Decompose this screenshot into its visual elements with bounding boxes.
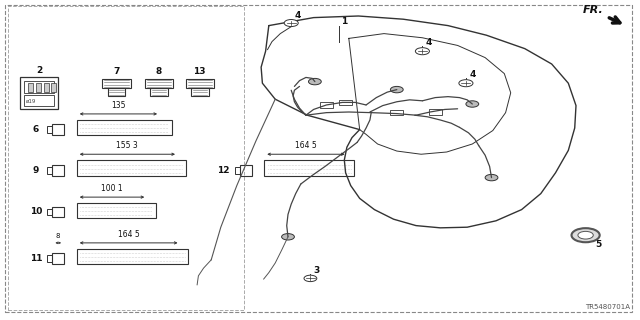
Circle shape — [284, 20, 298, 27]
Circle shape — [572, 228, 600, 242]
Text: 4: 4 — [294, 11, 301, 20]
Bar — [191, 88, 209, 96]
Bar — [390, 110, 403, 115]
Bar — [52, 207, 64, 217]
Bar — [47, 126, 52, 133]
Bar — [320, 102, 333, 108]
Text: 9: 9 — [33, 166, 39, 175]
Bar — [52, 124, 64, 135]
Bar — [24, 81, 54, 93]
Bar — [47, 255, 52, 262]
Bar — [51, 83, 56, 92]
Bar — [24, 95, 54, 106]
Circle shape — [459, 80, 473, 87]
Circle shape — [304, 275, 317, 282]
Text: 10: 10 — [29, 207, 42, 216]
Text: 155 3: 155 3 — [116, 141, 138, 150]
Text: 164 5: 164 5 — [295, 141, 317, 150]
Bar — [77, 203, 156, 218]
Circle shape — [578, 231, 593, 239]
Bar — [235, 167, 240, 173]
Bar — [240, 164, 252, 176]
Bar — [77, 249, 188, 264]
Text: 11: 11 — [29, 254, 42, 263]
Text: 8: 8 — [56, 233, 61, 239]
Text: 4: 4 — [469, 70, 476, 79]
Text: 13: 13 — [193, 67, 206, 76]
Bar — [52, 164, 64, 176]
Circle shape — [390, 86, 403, 93]
Bar — [77, 120, 172, 135]
Bar — [108, 88, 125, 96]
Text: 12: 12 — [217, 166, 230, 175]
Text: ø19: ø19 — [26, 99, 36, 104]
Circle shape — [415, 48, 429, 55]
Text: FR.: FR. — [582, 5, 603, 15]
Bar — [8, 6, 244, 310]
Bar — [102, 79, 131, 88]
Bar — [77, 160, 186, 176]
Bar — [339, 100, 352, 105]
Text: 100 1: 100 1 — [101, 184, 123, 193]
Circle shape — [282, 234, 294, 240]
Bar — [47, 167, 52, 173]
Text: 164 5: 164 5 — [118, 230, 140, 239]
Text: 8: 8 — [156, 67, 162, 76]
Circle shape — [485, 174, 498, 181]
Text: 4: 4 — [426, 38, 432, 47]
Bar — [28, 83, 33, 92]
Bar — [52, 253, 64, 264]
Bar — [47, 209, 52, 215]
Bar — [429, 109, 442, 115]
Text: 2: 2 — [36, 66, 42, 75]
Text: 5: 5 — [595, 240, 602, 249]
Bar — [44, 83, 49, 92]
Circle shape — [466, 101, 479, 107]
Text: TR5480701A: TR5480701A — [585, 304, 630, 310]
Bar — [20, 77, 58, 109]
Bar — [36, 83, 41, 92]
Text: 135: 135 — [111, 101, 125, 110]
Text: 3: 3 — [314, 266, 320, 275]
Text: 7: 7 — [113, 67, 120, 76]
Text: 6: 6 — [33, 125, 39, 134]
Bar — [264, 160, 354, 176]
Circle shape — [308, 78, 321, 85]
Bar — [150, 88, 168, 96]
Text: 1: 1 — [341, 17, 348, 26]
Bar — [186, 79, 214, 88]
Bar — [145, 79, 173, 88]
